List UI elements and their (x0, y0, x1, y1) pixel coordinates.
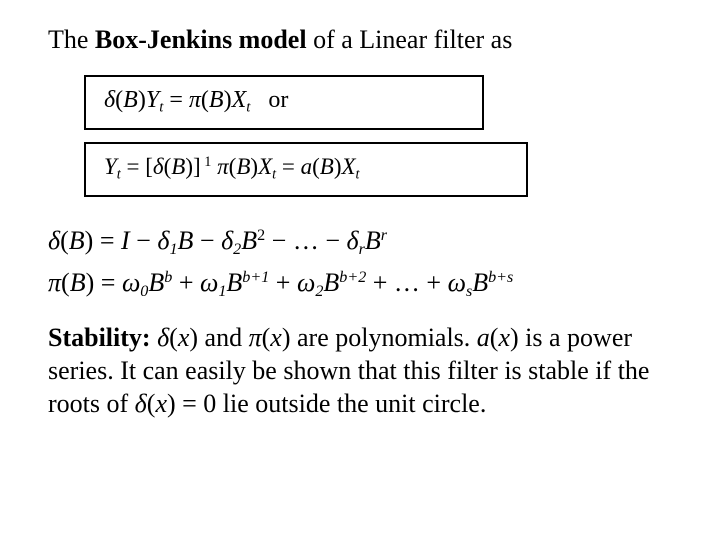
equation-box-1: δ(B)Yt = π(B)Xt or (84, 75, 484, 130)
equation-1: δ(B)Yt = π(B)Xt or (104, 87, 288, 113)
title-bold: Box-Jenkins model (95, 25, 307, 54)
title-post: of a Linear filter as (307, 25, 513, 54)
equation-box-2: Yt = [δ(B)] 1 π(B)Xt = a(B)Xt (84, 142, 528, 197)
slide-title: The Box-Jenkins model of a Linear filter… (48, 24, 680, 57)
stability-label: Stability: (48, 323, 151, 352)
stability-paragraph: Stability: δ(x) and π(x) are polynomials… (48, 321, 680, 421)
title-pre: The (48, 25, 95, 54)
slide: The Box-Jenkins model of a Linear filter… (0, 0, 720, 540)
equation-delta: δ(B) = I − δ1B − δ2B2 − … − δrBr (48, 221, 680, 263)
equation-pi: π(B) = ω0Bb + ω1Bb+1 + ω2Bb+2 + … + ωsBb… (48, 263, 680, 305)
equation-2: Yt = [δ(B)] 1 π(B)Xt = a(B)Xt (104, 154, 360, 179)
equation-definitions: δ(B) = I − δ1B − δ2B2 − … − δrBr π(B) = … (48, 221, 680, 305)
